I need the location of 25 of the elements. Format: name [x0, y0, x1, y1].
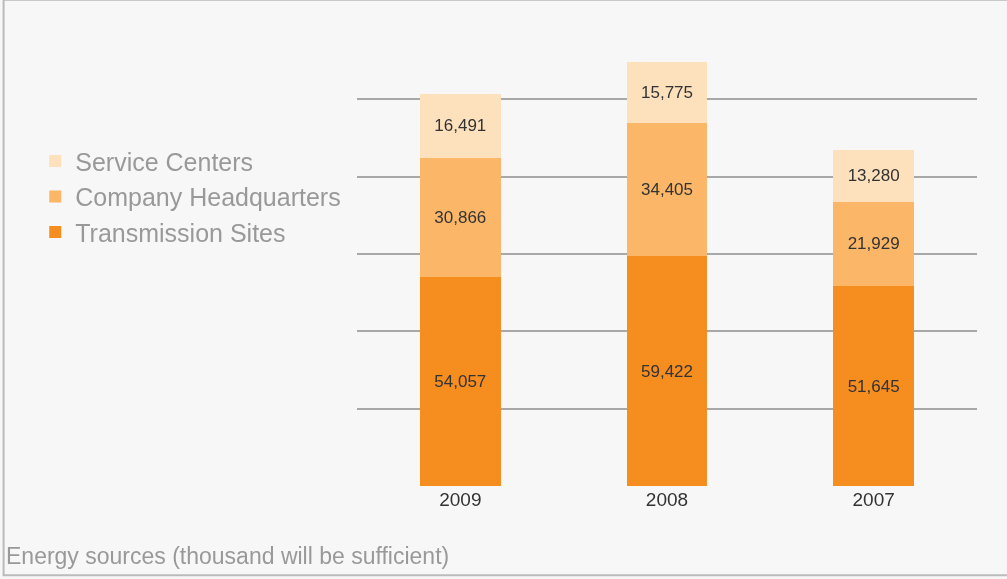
data-label: 34,405: [641, 180, 693, 200]
text: Energy sources (thousand will be sufficient): [6, 543, 450, 569]
data-label: 13,280: [847, 166, 900, 186]
bar: [420, 93, 501, 158]
data-label: 51,645: [847, 376, 900, 396]
x-tick-label: 2007: [852, 489, 895, 510]
legend-label: Transmission Sites: [75, 218, 286, 247]
data-label: 21,929: [847, 234, 900, 254]
bar: [833, 201, 914, 287]
bar: [833, 286, 914, 486]
x-tick-label: 2009: [439, 489, 482, 510]
x-tick-label: 2008: [645, 489, 689, 510]
data-label: 15,775: [641, 83, 693, 103]
legend-label: Company Headquarters: [75, 183, 341, 212]
bar: [626, 123, 708, 257]
data-label: 16,491: [434, 116, 487, 136]
data-label: 54,057: [434, 372, 487, 392]
data-label: 59,422: [641, 361, 693, 381]
bar: [626, 62, 708, 124]
bar: [420, 277, 501, 486]
bar: [833, 150, 914, 202]
legend-label: Service Centers: [75, 147, 254, 176]
data-label: 30,866: [434, 207, 487, 227]
bar: [420, 157, 501, 278]
bar: [626, 256, 708, 486]
